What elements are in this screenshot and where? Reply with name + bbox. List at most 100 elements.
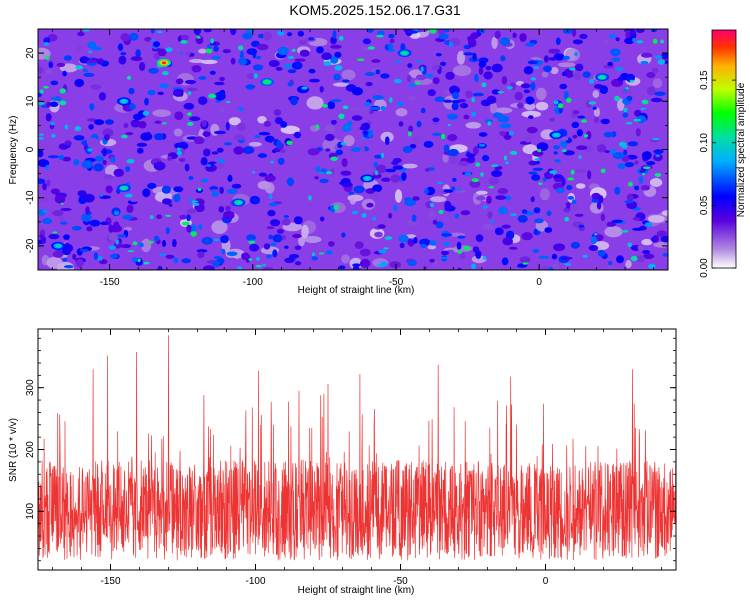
spectrogram-blob [646,71,656,79]
spectrogram-blob [226,100,231,104]
spectrogram-blob [452,91,460,100]
colorbar-tick-label: 0.00 [699,258,710,278]
spectrogram-blob [210,38,214,44]
spectrogram-blob [59,88,66,94]
spectrogram-blob [655,154,660,158]
spectrogram-blob [38,133,44,136]
spectrogram-blob [359,126,368,131]
spectrogram-blob [526,126,538,134]
spectrogram-blob [397,101,404,107]
spectrogram-blob [230,29,237,36]
spectrogram-blob [642,172,646,176]
spectrogram-blob [38,92,42,98]
spectrogram-blob [501,76,508,85]
spectrogram-blob [362,47,370,51]
spectrogram-blob [342,123,352,132]
spectrogram-blob [376,34,384,38]
spectrogram-blob [639,169,646,173]
spectrogram-blob [612,45,619,50]
spectrogram-blob [273,109,282,116]
spectrogram-blob [429,240,437,246]
spectrogram-blob [553,174,564,180]
spectrogram-blob [492,165,503,171]
spectrogram-blob [120,52,127,56]
spectrogram-blob [592,106,597,110]
spectrogram-blob [52,250,64,258]
spectrogram-blob [217,158,225,163]
spectrogram-blob [517,215,528,223]
spectrogram-blob [519,33,527,42]
spectrogram-blob [246,73,256,80]
spectrogram-blob [633,160,639,165]
spectrogram-blob [56,62,66,67]
spectrogram-blob [62,70,67,77]
spectrogram-blob [640,107,646,110]
spectrogram-blob [606,264,617,270]
spectrogram-blob [464,171,472,176]
spectrogram-blob [294,58,306,62]
spectrogram-blob [384,236,393,240]
spectrogram-blob [575,169,586,173]
spectrogram-blob [487,211,493,219]
spectrogram-blob [197,187,202,191]
spectrogram-blob [82,29,91,32]
spectrogram-blob [662,253,668,257]
spectrogram-blob [149,39,156,42]
spectrogram-blob [543,65,552,73]
spectrogram-x-tick-label: -150 [100,277,120,288]
spectrogram-blob [561,71,567,77]
spectrogram-blob [429,258,435,263]
spectrogram-blob [304,124,309,131]
spectrogram-blob [286,140,293,145]
spectrogram-blob [570,169,575,175]
spectrogram-blob [315,166,321,173]
spectrogram-blob [351,87,363,96]
spectrogram-blob [377,30,385,36]
spectrogram-blob [602,38,609,46]
spectrogram-blob [314,176,319,180]
spectrogram-blob [654,91,666,96]
spectrogram-blob [156,214,163,219]
spectrogram-blob [262,267,274,270]
colorbar-tick-label: 0.10 [699,133,710,153]
spectrogram-blob [45,55,50,61]
spectrogram-blob [293,216,303,225]
spectrogram-blob [181,221,190,226]
spectrogram-blob [86,59,98,64]
spectrogram-blob [459,252,466,260]
spectrogram-blob [246,234,256,241]
spectrogram-blob [494,30,501,39]
spectrogram-blob [165,47,173,53]
snr-x-tick-label: -50 [393,576,408,587]
spectrogram-blob [629,79,634,83]
spectrogram-blob [60,202,64,205]
spectrogram-blob [625,122,633,125]
spectrogram-blob [512,32,517,39]
spectrogram-blob [470,32,479,40]
spectrogram-blob [143,261,150,265]
spectrogram-blob [564,263,572,266]
spectrogram-blob [635,128,641,137]
spectrogram-blob [77,190,87,197]
spectrogram-blob [121,134,128,139]
spectrogram-blob [86,226,93,232]
spectrogram-blob [123,122,129,129]
spectrogram-blob [276,228,284,234]
spectrogram-blob [299,49,310,57]
spectrogram-blob [423,140,434,148]
spectrogram-blob [642,250,651,254]
spectrogram-blob [359,258,371,268]
spectrogram-blob [437,181,444,185]
spectrogram-blob [385,168,397,173]
spectrogram-blob [176,147,181,151]
spectrogram-blob [268,234,273,240]
spectrogram-blob [138,242,144,248]
spectrogram-blob [294,245,302,250]
spectrogram-blob [38,66,44,74]
spectrogram-peak-core [55,244,61,248]
spectrogram-blob [130,56,143,62]
spectrogram-peak-core [402,51,407,55]
spectrogram-blob [560,140,568,148]
spectrogram-blob [249,195,261,205]
